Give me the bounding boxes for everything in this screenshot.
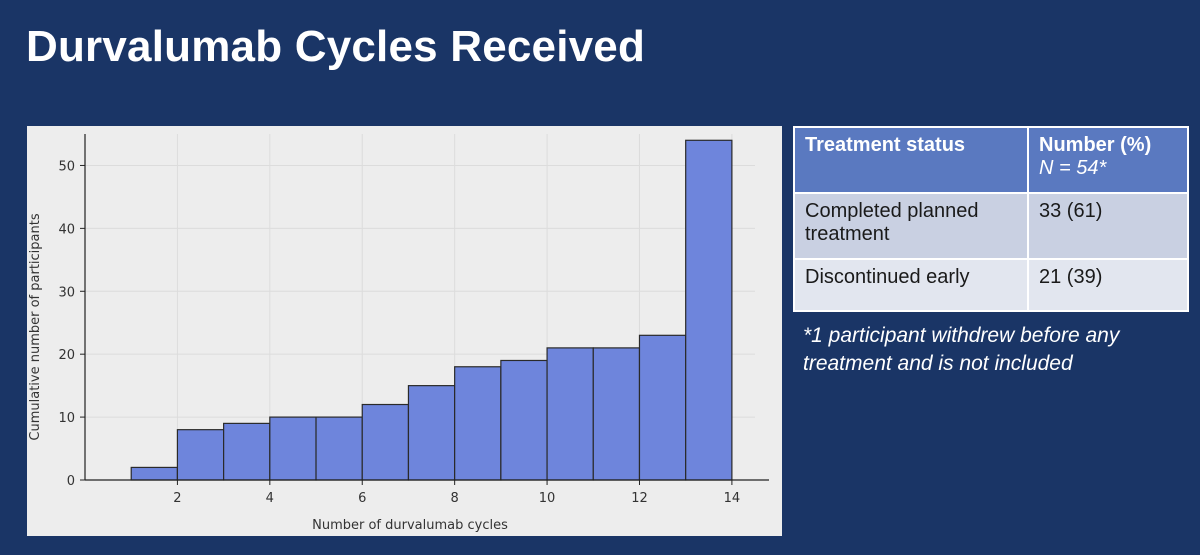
table-row: Discontinued early 21 (39): [793, 258, 1189, 312]
y-tick-label: 40: [58, 222, 75, 237]
table-header-row: Treatment status Number (%) N = 54*: [793, 126, 1189, 194]
row-number: 33 (61): [1027, 192, 1189, 260]
header-number-n: N = 54*: [1039, 157, 1107, 179]
histogram-bar: [315, 416, 363, 481]
x-axis-label: Number of durvalumab cycles: [312, 518, 508, 533]
slide-title: Durvalumab Cycles Received: [26, 22, 646, 71]
histogram-bar: [361, 403, 410, 481]
histogram-bar: [592, 347, 641, 481]
x-tick-label: 2: [173, 491, 181, 506]
y-tick-label: 50: [58, 159, 75, 174]
x-tick-label: 10: [539, 491, 556, 506]
row-status: Discontinued early: [793, 258, 1029, 312]
axes-layer: 2 4 6 8 10 12 14 0 10 20 30 40 50: [58, 134, 769, 506]
y-tick-label: 0: [67, 474, 75, 489]
x-tick-label: 12: [631, 491, 648, 506]
histogram-bar: [223, 422, 271, 481]
bars-layer: [130, 139, 733, 481]
x-tick-label: 6: [358, 491, 366, 506]
histogram-bar: [685, 139, 733, 481]
header-number-label: Number (%): [1039, 134, 1152, 156]
histogram-bar: [500, 359, 548, 481]
x-tick-label: 14: [724, 491, 741, 506]
histogram-chart: 2 4 6 8 10 12 14 0 10 20 30 40 50 Number of durvalum…: [27, 126, 782, 536]
histogram-bar: [130, 466, 179, 481]
footnote: *1 participant withdrew before any treat…: [803, 324, 1120, 375]
y-tick-label: 30: [58, 285, 75, 300]
chart-svg: 2 4 6 8 10 12 14 0 10 20 30 40 50 Number of durvalum…: [28, 134, 769, 533]
x-tick-label: 8: [451, 491, 459, 506]
treatment-status-table: Treatment status Number (%) N = 54* Comp…: [793, 126, 1189, 312]
row-number: 21 (39): [1027, 258, 1189, 312]
y-tick-label: 20: [58, 348, 75, 363]
header-treatment-status: Treatment status: [793, 126, 1029, 194]
y-tick-label: 10: [58, 411, 75, 426]
histogram-bar: [454, 366, 502, 481]
histogram-bar: [407, 385, 456, 481]
histogram-bar: [176, 429, 225, 481]
histogram-bar: [269, 416, 317, 481]
row-status: Completed planned treatment: [793, 192, 1029, 260]
histogram-bar: [638, 334, 687, 481]
header-number: Number (%) N = 54*: [1027, 126, 1189, 194]
y-axis-label: Cumulative number of participants: [28, 213, 43, 440]
x-tick-label: 4: [266, 491, 274, 506]
histogram-bar: [546, 347, 594, 481]
table-row: Completed planned treatment 33 (61): [793, 192, 1189, 260]
